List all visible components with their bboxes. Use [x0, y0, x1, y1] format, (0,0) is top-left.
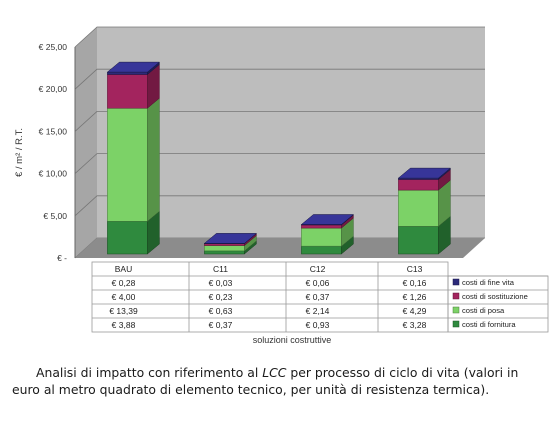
- table-cell-value: € 4,29: [403, 306, 427, 316]
- category-label: C11: [213, 264, 228, 274]
- table-cell-value: € 0,28: [112, 278, 136, 288]
- caption-text-end: per processo di ciclo di vita (valori in…: [12, 365, 519, 397]
- bar-top: [203, 233, 258, 244]
- legend-label: costi di fornitura: [462, 320, 516, 329]
- bar-segment: [398, 226, 439, 255]
- category-label: BAU: [115, 264, 132, 274]
- y-tick-label: € 25,00: [39, 42, 68, 52]
- bar-top: [397, 167, 452, 179]
- bar-segment: [107, 221, 148, 255]
- bar-top: [300, 214, 355, 225]
- table-cell-value: € 0,37: [209, 320, 233, 330]
- gridline: [74, 26, 485, 48]
- figure-caption: Analisi di impatto con riferimento al LC…: [12, 364, 532, 398]
- table-frame: [91, 261, 449, 333]
- caption-text-start: Analisi di impatto con riferimento al: [36, 365, 263, 380]
- table-cell-value: € 13,39: [109, 306, 138, 316]
- y-tick-label: € 5,00: [43, 211, 67, 221]
- y-tick-labels: € - € 5,00 € 10,00 € 15,00 € 20,00 € 25,00: [39, 42, 68, 263]
- table-cell-value: € 2,14: [306, 306, 330, 316]
- gridline: [74, 195, 485, 217]
- floor: [75, 238, 485, 258]
- table-cell-value: € 0,93: [306, 320, 330, 330]
- data-table: BAU C11 C12 C13 € 0,28 € 0,03 € 0,06 € 0,16 cost…: [91, 261, 549, 333]
- bar-segment: [107, 71, 148, 75]
- legend-label: costi di fine vita: [462, 278, 515, 287]
- bar-segment: [204, 245, 245, 252]
- category-label: C13: [407, 264, 423, 274]
- table-cell-value: € 3,88: [112, 320, 136, 330]
- table-cell-value: € 4,00: [112, 292, 136, 302]
- gridline: [74, 68, 485, 90]
- bars: [106, 61, 452, 255]
- y-tick-label: € 20,00: [39, 84, 68, 94]
- table-cell-value: € 0,16: [403, 278, 427, 288]
- y-tick-label: € 15,00: [39, 126, 68, 136]
- legend-swatch: [452, 292, 460, 300]
- table-cell-value: € 0,23: [209, 292, 233, 302]
- bar-segment: [204, 250, 245, 255]
- legend-swatch: [452, 278, 460, 286]
- back-wall: [97, 27, 485, 238]
- legend-label: costi di sostituzione: [462, 292, 528, 301]
- bar-segment: [107, 74, 148, 109]
- table-cell-value: € 0,63: [209, 306, 233, 316]
- bar-segment: [301, 227, 342, 247]
- y-tick-label: € 10,00: [39, 169, 68, 179]
- table-cell-value: € 0,37: [306, 292, 330, 302]
- x-axis-title: soluzioni costruttive: [253, 335, 332, 345]
- category-label: C12: [310, 264, 326, 274]
- y-axis-title: € / m² / R.T.: [14, 128, 25, 177]
- chart-svg: € - € 5,00 € 10,00 € 15,00 € 20,00 € 25,00 € /…: [14, 26, 549, 345]
- bar-segment: [398, 189, 439, 227]
- bar-segment: [301, 245, 342, 255]
- caption-italic-term: LCC: [262, 365, 287, 380]
- bar-segment-side: [147, 97, 160, 222]
- bar-top: [106, 61, 161, 73]
- y-tick-label: € -: [57, 253, 67, 263]
- bar-segment: [398, 179, 439, 191]
- table-cell-value: € 1,26: [403, 292, 427, 302]
- legend-swatch: [452, 320, 460, 328]
- bar-segment: [301, 224, 342, 229]
- gridline: [74, 111, 485, 132]
- legend-label: costi di posa: [462, 306, 505, 315]
- table-cell-value: € 0,03: [209, 278, 233, 288]
- side-wall: [75, 27, 97, 258]
- bar-segment: [107, 107, 148, 222]
- table-cell-value: € 0,06: [306, 278, 330, 288]
- gridline: [74, 153, 485, 174]
- legend-swatch: [452, 306, 460, 314]
- table-cell-value: € 3,28: [403, 320, 427, 330]
